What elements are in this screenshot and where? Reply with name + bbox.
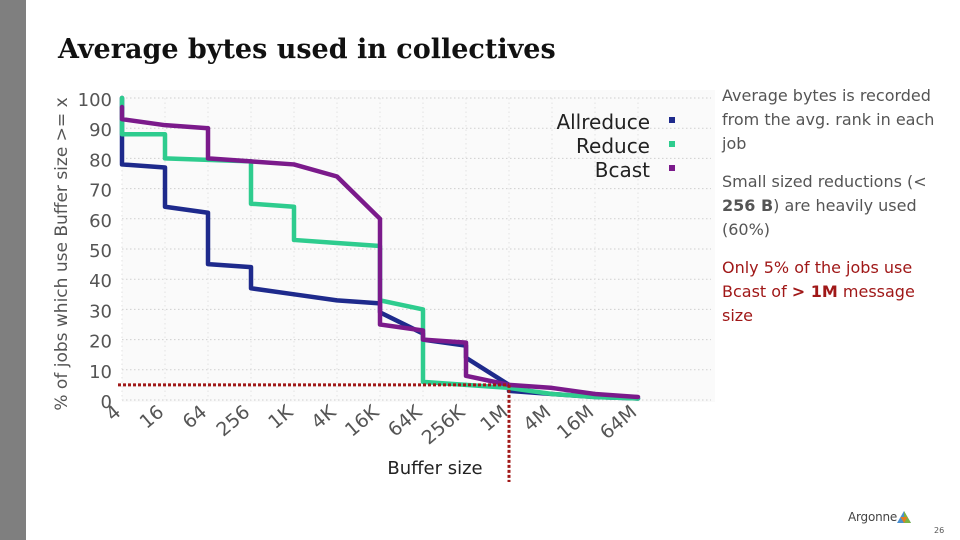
note-small-reductions: Small sized reductions (< 256 B) are hea… [722, 170, 947, 242]
y-tick-label: 0 [101, 392, 112, 413]
x-tick-label: 64M [596, 401, 641, 444]
x-axis-label: Buffer size [387, 458, 482, 479]
y-axis-label: % of jobs which use Buffer size >= x [52, 97, 72, 410]
y-tick-label: 80 [89, 150, 112, 171]
note-bcast-bold: > 1M [791, 282, 838, 301]
x-tick-label: 64 [179, 401, 212, 433]
y-tick-label: 50 [89, 241, 112, 262]
x-tick-label: 16M [553, 401, 598, 444]
y-tick-label: 70 [89, 181, 112, 202]
argonne-logo-icon [897, 511, 911, 523]
plot-area [122, 90, 715, 402]
y-tick-label: 100 [78, 90, 112, 111]
legend-swatch-reduce [669, 141, 675, 147]
series-line-bcast [119, 104, 641, 400]
x-tick-label: 16 [136, 401, 169, 433]
argonne-logo-text: Argonne [848, 510, 898, 524]
series-line-reduce [119, 95, 641, 401]
y-tick-label: 40 [89, 271, 112, 292]
left-accent-bar [0, 0, 26, 540]
note-bcast-post: message size [722, 282, 915, 325]
y-tick-label: 30 [89, 301, 112, 322]
x-tick-label: 4M [519, 401, 555, 436]
y-tick-label: 90 [89, 120, 112, 141]
legend-label-reduce: Reduce [576, 134, 650, 158]
x-tick-label: 1K [264, 401, 297, 434]
slide-title: Average bytes used in collectives [58, 34, 556, 65]
slide-notes: Average bytes is recorded from the avg. … [722, 84, 947, 342]
x-tick-label: 16K [341, 401, 384, 442]
x-tick-label: 256 [212, 401, 254, 441]
x-tick-label: 1M [476, 401, 512, 436]
note-bcast-pre: Only 5% of the jobs use Bcast of [722, 258, 913, 301]
page-number: 26 [934, 526, 945, 535]
legend-swatch-bcast [669, 165, 675, 171]
note-average-bytes: Average bytes is recorded from the avg. … [722, 86, 935, 153]
legend-swatch-allreduce [669, 117, 675, 123]
y-tick-label: 60 [89, 211, 112, 232]
x-tick-label: 4 [102, 401, 125, 426]
legend-label-allreduce: Allreduce [556, 110, 650, 134]
note-bcast: Only 5% of the jobs use Bcast of > 1M me… [722, 256, 947, 328]
note-small-reductions-pre: Small sized reductions (< [722, 172, 927, 191]
y-tick-label: 20 [89, 332, 112, 353]
note-small-reductions-bold: 256 B [722, 196, 774, 215]
note-small-reductions-post: ) are heavily used (60%) [722, 196, 917, 239]
x-tick-label: 4K [307, 401, 340, 434]
legend-label-bcast: Bcast [595, 158, 650, 182]
y-tick-label: 10 [89, 362, 112, 383]
x-tick-label: 256K [418, 401, 470, 450]
